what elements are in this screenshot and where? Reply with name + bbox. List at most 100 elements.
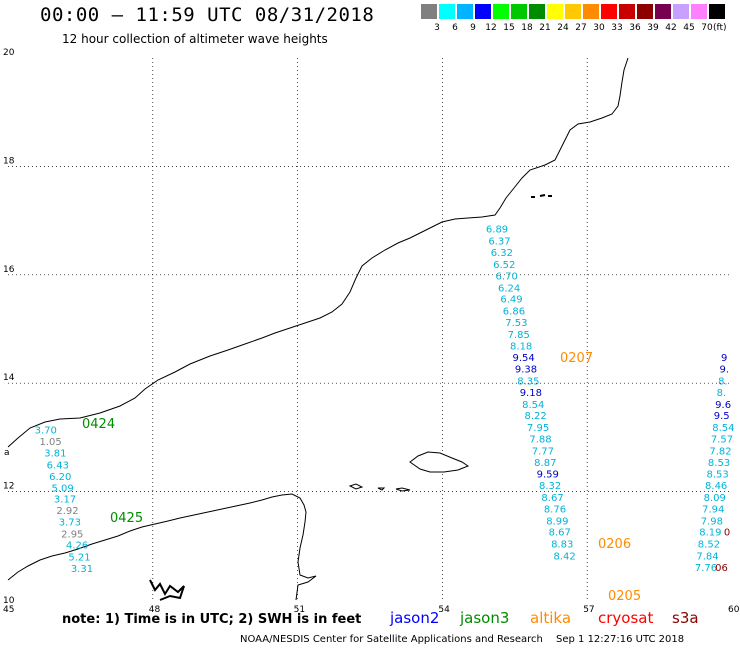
arabian-coast <box>7 57 629 448</box>
pass-time-label: 0206 <box>598 537 631 552</box>
legend-swatch <box>619 4 635 19</box>
wave-height-value: 6.70 <box>496 271 518 282</box>
legend-swatch <box>655 4 671 19</box>
wave-height-value: 3.31 <box>71 564 93 575</box>
islet-b <box>395 487 411 492</box>
wave-height-value: 9 <box>721 353 727 364</box>
pass-time-label: 0205 <box>608 589 641 604</box>
legend-label: 24 <box>557 23 569 33</box>
legend-swatch <box>529 4 545 19</box>
legend-label: 21 <box>539 23 551 33</box>
wave-height-value: 9. <box>720 365 730 376</box>
somali-coast <box>7 493 317 601</box>
wave-height-value: 7.95 <box>527 423 549 434</box>
wave-height-value: 8.18 <box>510 341 532 352</box>
wave-height-value: 8.09 <box>704 493 726 504</box>
wave-height-value: 8.67 <box>541 493 563 504</box>
legend-swatch <box>439 4 455 19</box>
wave-height-value: 3.70 <box>35 425 57 436</box>
wave-height-value: 5.21 <box>68 553 90 564</box>
wave-height-value: 2.95 <box>61 529 83 540</box>
wave-height-value: 8.54 <box>712 423 734 434</box>
satellite-name: cryosat <box>598 609 654 627</box>
wave-height-value: 7.84 <box>696 552 718 563</box>
wave-height-value: 6.43 <box>47 461 69 472</box>
wave-height-value: 7.82 <box>709 446 731 457</box>
legend-swatch <box>709 4 725 19</box>
lat-tick-label: 14 <box>3 373 15 383</box>
generated-timestamp: Sep 1 12:27:16 UTC 2018 <box>556 634 685 645</box>
wave-height-value: 3.81 <box>44 449 66 460</box>
legend-swatch <box>493 4 509 19</box>
socotra-island <box>409 451 470 473</box>
legend-swatch <box>637 4 653 19</box>
lat-tick-label: 20 <box>3 48 15 58</box>
wave-height-value: 8.19 <box>699 528 721 539</box>
wave-height-value: 8.35 <box>517 376 539 387</box>
satellite-name: jason3 <box>460 609 510 627</box>
legend-label: 70 <box>701 23 713 33</box>
wave-height-value: 5.09 <box>52 483 74 494</box>
somali-highlands-marks <box>149 579 185 601</box>
legend-swatch <box>475 4 491 19</box>
lon-tick-label: 54 <box>438 605 450 615</box>
legend-label: 36 <box>629 23 641 33</box>
lat-tick-label: 12 <box>3 482 14 492</box>
wave-height-value: 2.92 <box>56 506 78 517</box>
wave-height-value: 8.52 <box>698 540 720 551</box>
page-title: 00:00 – 11:59 UTC 08/31/2018 <box>40 4 375 26</box>
wave-height-value: 8.32 <box>539 481 561 492</box>
wave-height-value: 8.46 <box>705 481 727 492</box>
wave-height-value: 3.73 <box>59 517 81 528</box>
legend-swatch <box>565 4 581 19</box>
satellite-name: s3a <box>672 609 699 627</box>
legend-label: 27 <box>575 23 587 33</box>
wave-height-value: 7.85 <box>508 330 530 341</box>
wave-height-value: 8.53 <box>708 458 730 469</box>
legend-label: 30 <box>593 23 605 33</box>
wave-height-value: 6.89 <box>486 225 508 236</box>
coastline <box>7 57 629 601</box>
wave-height-value: 6.52 <box>493 260 515 271</box>
wave-height-value: 7.53 <box>505 318 527 329</box>
pass-time-label: 0425 <box>110 511 143 526</box>
wave-height-value: 8.87 <box>534 458 556 469</box>
footer-note: note: 1) Time is in UTC; 2) SWH is in fe… <box>62 612 362 627</box>
legend-label: 39 <box>647 23 659 33</box>
legend-label: 18 <box>521 23 533 33</box>
wave-height-value: 6.49 <box>500 295 522 306</box>
axis-tick-labels: 45 48 51 54 57 60 10 12 14 16 18 20 a <box>3 48 740 615</box>
wave-height-value: 7.77 <box>532 446 554 457</box>
wave-height-value: 8.76 <box>544 504 566 515</box>
lat-tick-label: 18 <box>3 156 15 166</box>
wave-height-value: 6.20 <box>49 472 71 483</box>
wave-height-value: 8.53 <box>706 470 728 481</box>
wave-height-value: 3.17 <box>54 495 76 506</box>
legend-label: 42 <box>665 23 677 33</box>
legend-label: 33 <box>611 23 623 33</box>
edge-mark: a <box>4 448 10 458</box>
wave-height-value: 7.57 <box>711 434 733 445</box>
page-subtitle: 12 hour collection of altimeter wave hei… <box>62 32 328 46</box>
lat-tick-label: 10 <box>3 596 15 606</box>
wave-height-value: 7.76 <box>695 563 717 574</box>
wave-height-value: 8. <box>718 376 728 387</box>
wave-height-value: 1.05 <box>39 437 61 448</box>
wave-height-value: 6.37 <box>488 237 510 248</box>
satellite-name: jason2 <box>390 609 440 627</box>
pass-time-label: 0424 <box>82 417 115 432</box>
abd-al-kuri-island <box>348 483 364 490</box>
wave-height-value: 9.59 <box>537 470 559 481</box>
wave-height-value: 4.26 <box>66 541 88 552</box>
wave-height-value: 9.38 <box>515 365 537 376</box>
wave-height-value: 8.67 <box>549 528 571 539</box>
wave-height-value: 6.24 <box>498 283 520 294</box>
legend-unit: (ft) <box>713 23 727 33</box>
legend-swatch <box>457 4 473 19</box>
lon-tick-label: 45 <box>3 605 14 615</box>
lon-tick-label: 60 <box>728 605 740 615</box>
wave-height-value: 0 <box>724 528 730 539</box>
graticule <box>8 58 732 600</box>
legend-label: 15 <box>503 23 515 33</box>
wave-height-value: 8.54 <box>522 400 544 411</box>
